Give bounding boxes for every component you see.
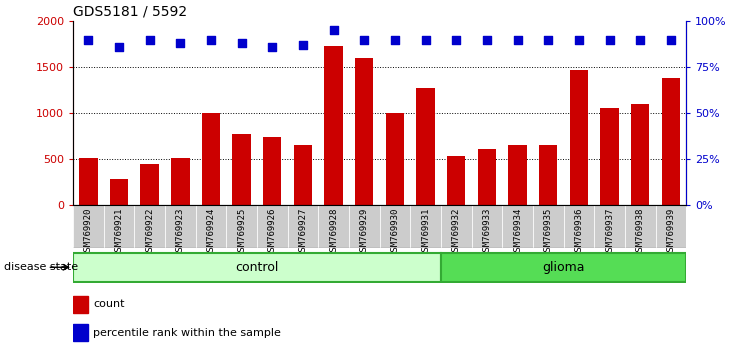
- Text: GSM769938: GSM769938: [636, 207, 645, 256]
- Point: [297, 42, 309, 48]
- Point: [266, 44, 278, 50]
- Point: [634, 37, 646, 42]
- Bar: [410, 205, 441, 248]
- Bar: [257, 205, 288, 248]
- Text: GSM769924: GSM769924: [207, 207, 215, 256]
- Bar: [441, 253, 686, 282]
- Point: [420, 37, 431, 42]
- Text: GSM769937: GSM769937: [605, 207, 614, 256]
- Bar: [600, 108, 619, 205]
- Bar: [508, 144, 527, 205]
- Bar: [539, 145, 558, 205]
- Bar: [472, 205, 502, 248]
- Text: GSM769933: GSM769933: [483, 207, 491, 256]
- Bar: [293, 144, 312, 205]
- Point: [236, 40, 247, 46]
- Text: GSM769931: GSM769931: [421, 207, 430, 256]
- Bar: [502, 205, 533, 248]
- Bar: [171, 158, 190, 205]
- Text: percentile rank within the sample: percentile rank within the sample: [93, 328, 281, 338]
- Bar: [349, 205, 380, 248]
- Bar: [196, 205, 226, 248]
- Bar: [165, 205, 196, 248]
- Bar: [73, 324, 88, 341]
- Bar: [661, 78, 680, 205]
- Bar: [380, 205, 410, 248]
- Text: GSM769925: GSM769925: [237, 207, 246, 256]
- Bar: [355, 58, 374, 205]
- Point: [113, 44, 125, 50]
- Bar: [263, 137, 282, 205]
- Text: GSM769923: GSM769923: [176, 207, 185, 256]
- Point: [512, 37, 523, 42]
- Bar: [73, 253, 441, 282]
- Bar: [533, 205, 564, 248]
- Bar: [79, 158, 98, 205]
- Text: GSM769934: GSM769934: [513, 207, 522, 256]
- Text: glioma: glioma: [542, 261, 585, 274]
- Point: [328, 28, 339, 33]
- Point: [174, 40, 186, 46]
- Bar: [564, 205, 594, 248]
- Bar: [318, 205, 349, 248]
- Bar: [631, 104, 650, 205]
- Bar: [134, 205, 165, 248]
- Text: count: count: [93, 299, 125, 309]
- Bar: [288, 205, 318, 248]
- Bar: [201, 113, 220, 205]
- Bar: [226, 205, 257, 248]
- Text: GSM769928: GSM769928: [329, 207, 338, 256]
- Point: [665, 37, 677, 42]
- Text: GSM769932: GSM769932: [452, 207, 461, 256]
- Point: [144, 37, 155, 42]
- Point: [82, 37, 94, 42]
- Point: [389, 37, 401, 42]
- Text: GSM769939: GSM769939: [666, 207, 675, 256]
- Point: [358, 37, 370, 42]
- Text: GSM769926: GSM769926: [268, 207, 277, 256]
- Text: GSM769921: GSM769921: [115, 207, 123, 256]
- Point: [481, 37, 493, 42]
- Bar: [140, 164, 159, 205]
- Point: [542, 37, 554, 42]
- Text: GDS5181 / 5592: GDS5181 / 5592: [73, 5, 187, 19]
- Point: [450, 37, 462, 42]
- Text: GSM769935: GSM769935: [544, 207, 553, 256]
- Bar: [324, 46, 343, 205]
- Bar: [594, 205, 625, 248]
- Point: [205, 37, 217, 42]
- Bar: [441, 205, 472, 248]
- Text: control: control: [235, 261, 279, 274]
- Bar: [477, 149, 496, 205]
- Text: GSM769920: GSM769920: [84, 207, 93, 256]
- Bar: [73, 296, 88, 313]
- Text: disease state: disease state: [4, 262, 78, 272]
- Bar: [447, 156, 466, 205]
- Point: [573, 37, 585, 42]
- Bar: [104, 205, 134, 248]
- Bar: [232, 133, 251, 205]
- Bar: [656, 205, 686, 248]
- Point: [604, 37, 615, 42]
- Text: GSM769927: GSM769927: [299, 207, 307, 256]
- Bar: [110, 179, 128, 205]
- Bar: [385, 113, 404, 205]
- Text: GSM769936: GSM769936: [575, 207, 583, 256]
- Bar: [416, 87, 435, 205]
- Text: GSM769922: GSM769922: [145, 207, 154, 256]
- Text: GSM769930: GSM769930: [391, 207, 399, 256]
- Bar: [569, 70, 588, 205]
- Bar: [73, 205, 104, 248]
- Bar: [625, 205, 656, 248]
- Text: GSM769929: GSM769929: [360, 207, 369, 256]
